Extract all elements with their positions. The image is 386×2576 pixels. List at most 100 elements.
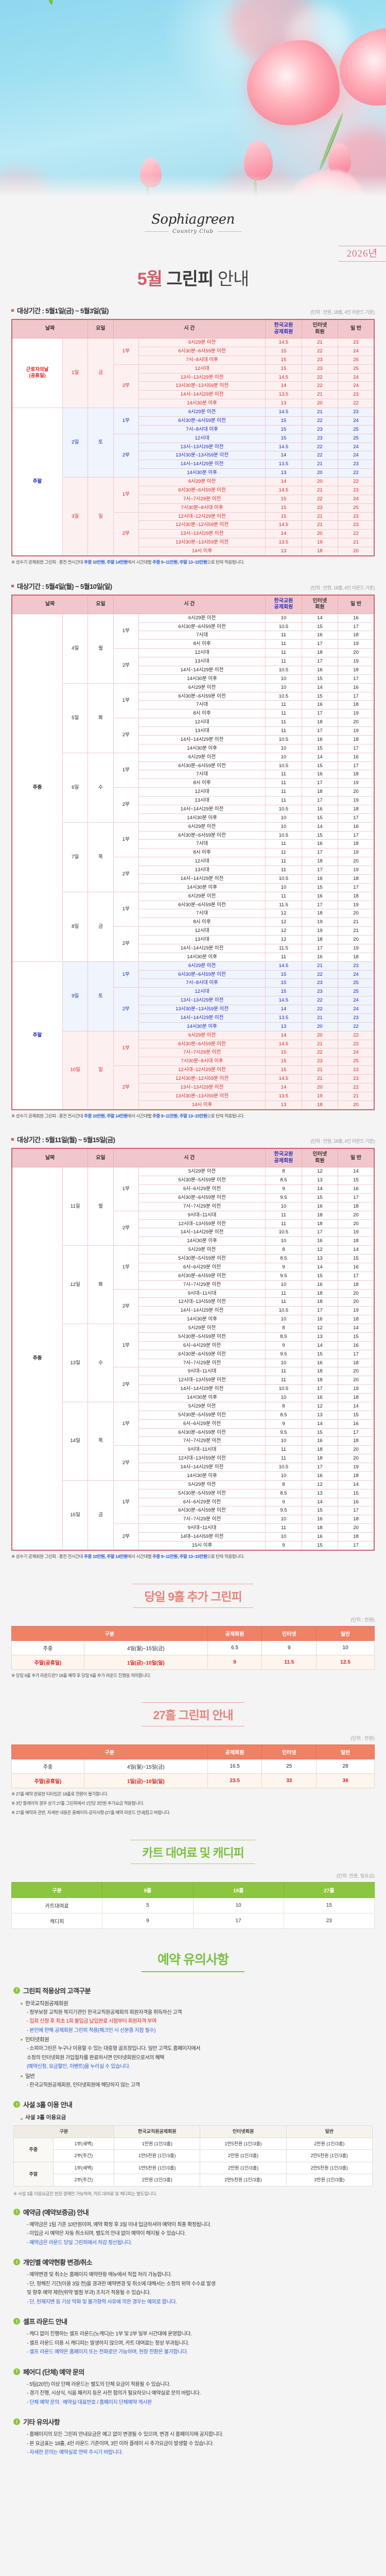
table-row: 주말 1부(새벽) 1만5천원 (1인/3홀) 2만원 (1인/3홀) 2만5천원 (1… (13, 2161, 373, 2187)
th-div: 구분 (13, 2125, 115, 2138)
table-row: 14시~14시29분 이전 10.5 17 19 (12, 1228, 375, 1238)
cell-time: 7시~8시대 이후 (138, 425, 266, 434)
exclamation-icon: ! (13, 2259, 20, 2266)
cell-internet-price: 15 (301, 743, 339, 753)
cell-member-price: 10.5 (265, 804, 302, 814)
th-internet: 인터넷 (261, 1625, 317, 1641)
table-row: 14시30분 이후 10 16 18 (12, 1393, 375, 1402)
cell-normal-fee: 3만원 (1인/3홀) (286, 2174, 373, 2187)
table-row: 7시대 12 18 20 (12, 909, 375, 919)
cell-normal-price: 14 (338, 1245, 375, 1255)
cell-normal-price: 16 (338, 752, 375, 762)
cell-member-price: 10 (265, 883, 302, 892)
table-row: 주말(공휴일) 1일(금)~10일(일) 23.5 33 36 (11, 1773, 375, 1789)
cell-normal-price: 18 (338, 1393, 375, 1402)
table-row: 주말 9일 토 1부 6시29분 이전 14.5 21 23 (11, 961, 375, 1110)
cell-normal-price: 20 (338, 1210, 375, 1220)
cell-member-price: 14 (265, 381, 302, 391)
table-row: 15시 이후 9 15 17 (12, 1540, 375, 1551)
cell-member-price: 10 (265, 1358, 302, 1368)
cell-time: 13시30분~13시59분 이전 (138, 1005, 266, 1014)
table-row: 2부 12시대 11 18 20 (12, 787, 375, 823)
cell-internet-price: 18 (301, 1523, 339, 1533)
cell-member-price: 15 (265, 978, 302, 988)
cell-internet-price: 17 (301, 639, 339, 649)
notice-line: - 셀프 라운드 예약은 홈페이지 또는 전화로만 가능하며, 현장 전환은 불… (27, 2349, 188, 2355)
cell-cart-27: 23 (283, 1912, 375, 1929)
th-normal: 일 반 (338, 319, 375, 338)
table-row: 7시~8시대 이후 15 23 25 (12, 978, 375, 988)
table-row: 주중 4일(월)~15일(금) 16.5 25 28 (11, 1759, 375, 1774)
cell-internet-price: 16 (301, 1315, 339, 1324)
section-unit: (단위 : 만원, 18홀, 4인 라운드 기준) (310, 310, 375, 315)
cell-weekday: 토 (87, 961, 114, 1031)
cell-normal-price: 19 (338, 726, 375, 736)
th-div: 구분 (11, 1744, 208, 1760)
bud-right (244, 140, 273, 180)
cell-normal-price: 16 (338, 822, 375, 832)
table-row: 13시대 12 18 20 (12, 935, 375, 944)
table-row: 13시30분~13시59분 이전 13.5 19 21 (12, 538, 375, 547)
exclamation-icon: ! (13, 2101, 20, 2108)
cell-normal-price: 20 (338, 787, 375, 796)
table-row: 6시30분~6시59분 이전 9.5 15 17 (12, 1193, 375, 1202)
cell-day-number: 12일 (62, 1245, 89, 1324)
cell-member-price: 11 (265, 648, 302, 657)
cell-time: 7시30분~8시대 이후 (138, 1057, 266, 1066)
cell-normal-price: 19 (338, 866, 375, 875)
table-row: 6시30분~6시59분 이전 14.5 21 23 (12, 485, 375, 495)
cell-normal-price: 16 (338, 1419, 375, 1429)
nine-hole-note: ※ 당일 9홀 추가 라운드란? 18홀 예약 후 당일 9홀 추가 라운드 진… (11, 1672, 151, 1678)
cell-internet-price: 15 (301, 622, 339, 632)
cell-internet-price: 23 (301, 978, 339, 988)
cell-internet-price: 12 (301, 1480, 339, 1489)
cell-normal-price: 24 (338, 451, 375, 461)
twentyseven-unit: (단위 : 만원) (350, 1736, 375, 1741)
table-row: 13시대 11 17 19 (12, 796, 375, 805)
cell-normal-price: 22 (338, 477, 375, 486)
cell-member-price: 11 (265, 866, 302, 875)
cell-member-price: 9.5 (265, 1428, 302, 1437)
cell-member-fee: 1만5천원 (1인/3홀) (114, 2161, 201, 2175)
cell-internet-price: 17 (301, 1306, 339, 1316)
th-date: 날짜 (11, 319, 89, 338)
notice-block: ! 그린피 적용상의 고객구분 한국교직원공제회원 - 정부보장 교직원 복지기관인 … (13, 1986, 373, 2090)
cell-internet-price: 17 (301, 778, 339, 788)
cell-cart-18: 17 (192, 1912, 284, 1929)
cell-member-price: 8.5 (265, 1332, 302, 1342)
cell-internet-price: 14 (301, 613, 339, 623)
table-row: 14시30분 이후 10 16 18 (12, 1315, 375, 1324)
cell-member-price: 11 (265, 796, 302, 805)
cell-time: 14시~14시29분 이전 (138, 804, 266, 814)
table-row: 14시~14시29분 이전 10.5 17 19 (12, 1384, 375, 1394)
nine-hole-table: 구분 공제회원 인터넷 일반 주중 4일(월)~15일(금) 6.5 9 10 주말(공휴일) 1일… (11, 1625, 375, 1670)
cell-time: 7시대 (138, 839, 266, 849)
cell-normal-price: 16 (338, 1184, 375, 1194)
cell-time: 13시대 (138, 796, 266, 805)
cell-time: 6시30분~6시59분 이전 (138, 346, 266, 356)
cell-member-price: 14 (265, 477, 302, 486)
cell-member-price: 11 (265, 726, 302, 736)
cell-time: 13시30분~13시59분 이전 (138, 538, 266, 547)
notice-body: ! 그린피 적용상의 고객구분 한국교직원공제회원 - 정부보장 교직원 복지기관인 … (13, 1986, 373, 2457)
cell-member-price: 10 (265, 813, 302, 823)
cell-internet-price: 14 (301, 752, 339, 762)
table-row: 12일 화 1부 5시29분 이전 8 12 14 (12, 1245, 375, 1324)
cell-normal-price: 12.5 (316, 1654, 375, 1670)
cell-normal-price: 21 (338, 926, 375, 936)
cell-time: 6시29분 이전 (138, 477, 266, 486)
exclamation-icon: ! (13, 1987, 20, 1994)
th-date: 날짜 (11, 595, 89, 614)
cell-weekday: 월 (87, 1167, 114, 1246)
th-member: 한국교직원공제회원 (114, 2125, 201, 2138)
cell-period-label: 근로자의날 (공휴일) (11, 338, 63, 408)
notice-line: - 경기 진행, 시상식, 식음 패키지 등은 사전 협의가 필요하오니 예약실… (27, 2391, 201, 2397)
cell-member-price: 15 (265, 1057, 302, 1066)
cell-time: 9시대~11시대 (138, 1523, 266, 1533)
cell-member-price: 13 (265, 1022, 302, 1031)
twentyseven-note: ※ 27홀 예약 완료한 티타임은 18홀로 전환이 불가합니다. (11, 1791, 109, 1797)
cell-type: 주중 (11, 1759, 84, 1774)
th-day: 요일 (87, 319, 114, 338)
cell-internet-price: 16 (301, 770, 339, 779)
cell-internet-price: 13 (301, 1254, 339, 1263)
